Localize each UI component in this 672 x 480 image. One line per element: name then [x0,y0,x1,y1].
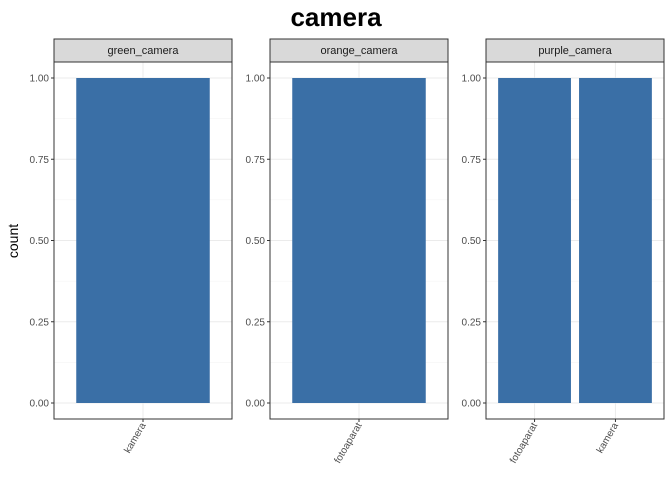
bar-orange_camera-fotoaparat [292,78,426,403]
y-tick-label: 0.75 [246,155,266,166]
y-tick-label: 0.75 [30,155,50,166]
y-tick-label: 0.25 [246,317,266,328]
y-tick-label: 0.00 [462,399,482,410]
facet-strip-label: green_camera [108,45,180,57]
y-tick-label: 0.75 [462,155,482,166]
y-tick-label: 0.50 [462,236,482,247]
y-tick-label: 0.00 [30,399,50,410]
y-tick-label: 0.25 [30,317,50,328]
y-tick-label: 0.25 [462,317,482,328]
y-tick-label: 0.50 [30,236,50,247]
y-tick-label: 0.00 [246,399,266,410]
bar-green_camera-kamera [76,78,210,403]
y-tick-label: 1.00 [462,74,482,85]
facet-strip-label: orange_camera [320,45,398,57]
x-tick-label: fotoaparat [508,421,540,466]
y-tick-label: 1.00 [30,74,50,85]
x-tick-label: kamera [595,421,621,456]
y-tick-label: 1.00 [246,74,266,85]
bar-purple_camera-kamera [579,78,652,403]
bar-purple_camera-fotoaparat [498,78,571,403]
x-tick-label: fotoaparat [333,421,365,466]
chart-title: camera [290,2,382,32]
y-tick-label: 0.50 [246,236,266,247]
facet-strip-label: purple_camera [538,45,612,57]
x-tick-label: kamera [122,421,148,456]
y-axis-title: count [5,224,21,258]
